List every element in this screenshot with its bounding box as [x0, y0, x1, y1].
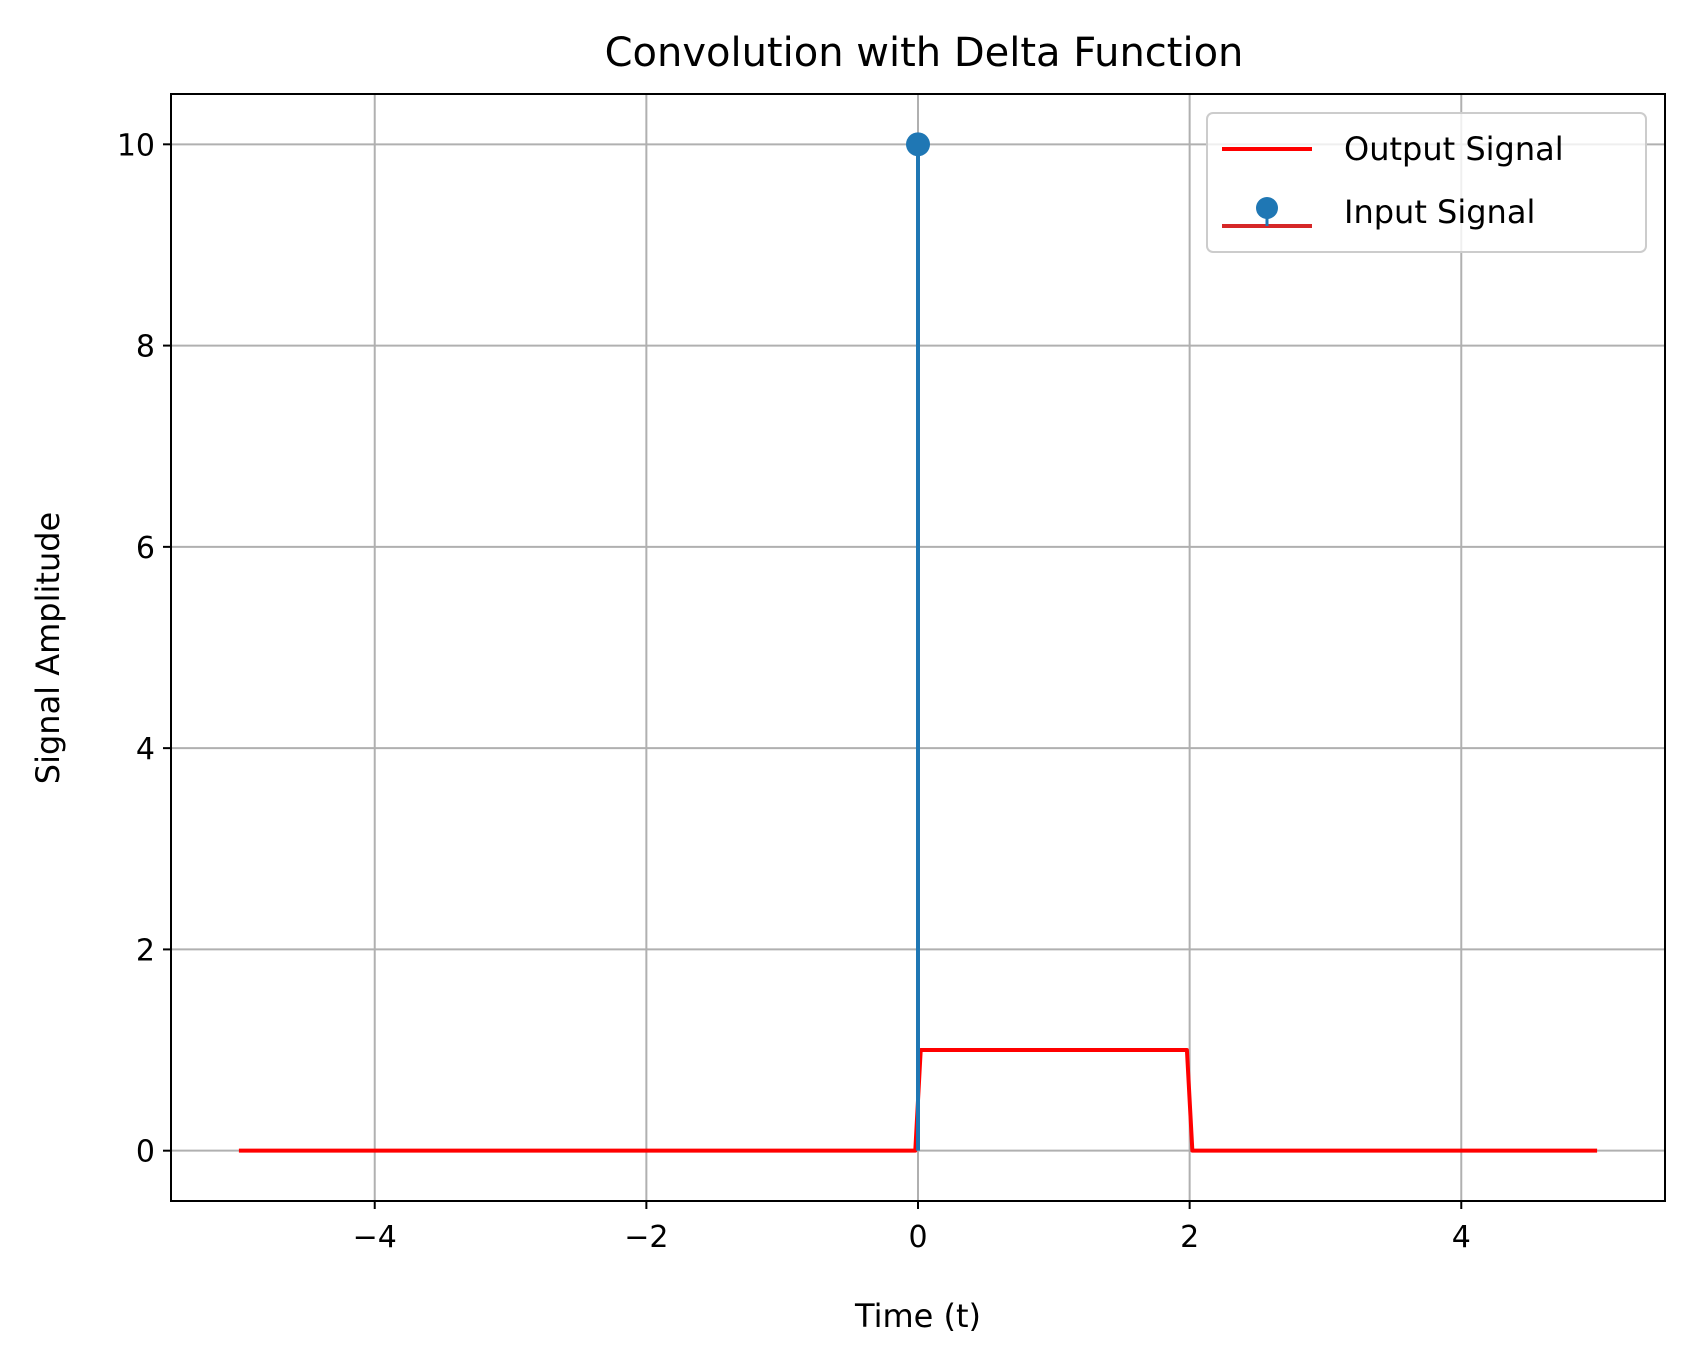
y-axis-label: Signal Amplitude	[29, 512, 67, 784]
legend-input-label: Input Signal	[1344, 193, 1535, 231]
x-axis: −4 −2 0 2 4	[353, 1201, 1471, 1255]
x-tick-label: −2	[624, 1220, 668, 1255]
chart-title: Convolution with Delta Function	[605, 30, 1244, 76]
x-tick-label: −4	[353, 1220, 397, 1255]
y-tick-label: 8	[136, 330, 155, 365]
plot-area	[238, 132, 1598, 1153]
legend: Output Signal Input Signal	[1206, 112, 1647, 253]
y-tick-label: 4	[136, 732, 155, 767]
y-tick-label: 0	[136, 1135, 155, 1170]
x-tick-label: 4	[1452, 1220, 1471, 1255]
input-stem-marker	[906, 132, 930, 157]
legend-box	[1206, 112, 1647, 253]
legend-output-label: Output Signal	[1344, 130, 1564, 168]
y-axis: 0 2 4 6 8 10	[117, 128, 171, 1170]
x-tick-label: 0	[908, 1220, 927, 1255]
y-tick-label: 6	[136, 531, 155, 566]
output-signal-line	[238, 1048, 1598, 1153]
y-tick-label: 2	[136, 933, 155, 968]
legend-input-marker	[1256, 197, 1278, 219]
x-tick-label: 2	[1180, 1220, 1199, 1255]
x-axis-label: Time (t)	[854, 1297, 981, 1335]
y-tick-label: 10	[117, 128, 155, 163]
